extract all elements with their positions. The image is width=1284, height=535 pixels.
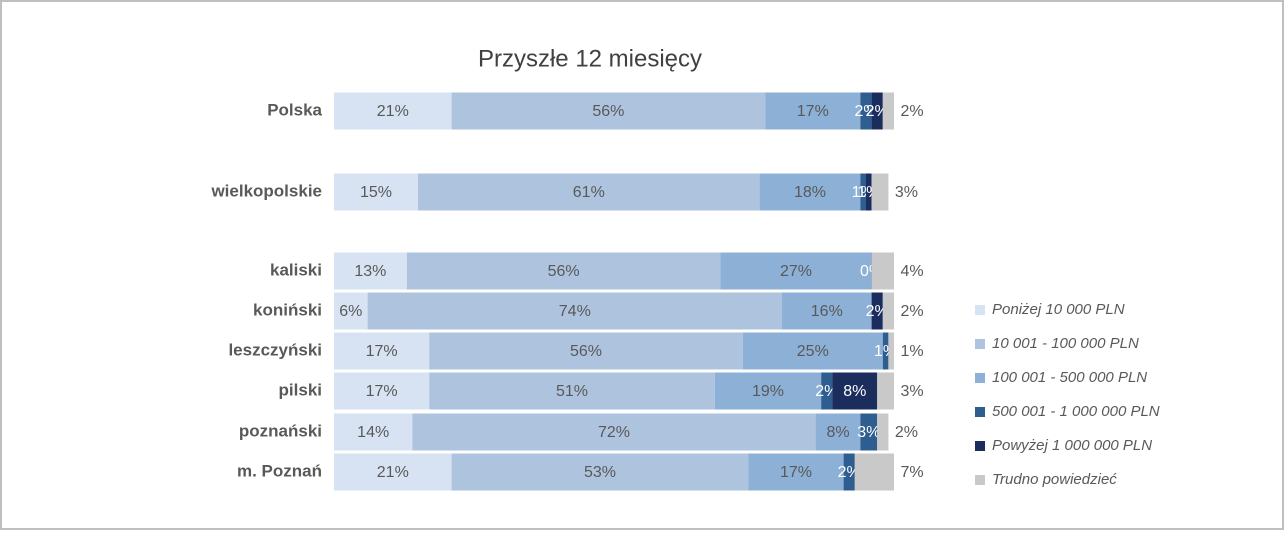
- bar-segment: [429, 332, 743, 370]
- bar-segment: [429, 372, 715, 410]
- value-label: 72%: [598, 424, 630, 441]
- bar-segment: [871, 92, 883, 130]
- value-label: 21%: [377, 103, 409, 120]
- bar-segment: [759, 173, 861, 211]
- bar-segment: [882, 332, 889, 370]
- legend-swatch: [975, 407, 985, 417]
- bar-segment: [334, 292, 368, 330]
- value-label: 13%: [354, 263, 386, 280]
- bar-segment: [748, 453, 844, 491]
- bar-segment: [866, 173, 872, 211]
- legend-label: Poniżej 10 000 PLN: [992, 301, 1125, 318]
- value-label: 7%: [900, 464, 923, 481]
- legend-label: Trudno powiedzieć: [992, 471, 1117, 488]
- bar-segment: [412, 413, 816, 451]
- value-label: 56%: [592, 103, 624, 120]
- value-label: 2%: [900, 303, 923, 320]
- value-label: 56%: [570, 343, 602, 360]
- value-label: 2%: [900, 103, 923, 120]
- bar-segment: [815, 413, 861, 451]
- bar-segment: [720, 252, 872, 290]
- bar-segment: [334, 332, 430, 370]
- bar-segment: [821, 372, 833, 410]
- legend-label: 10 001 - 100 000 PLN: [992, 335, 1139, 352]
- bar-segment: [334, 413, 413, 451]
- legend-swatch: [975, 305, 985, 315]
- chart-title: Przyszłe 12 miesięcy: [478, 45, 702, 72]
- bar-segment: [860, 173, 866, 211]
- bar-segment: [860, 92, 872, 130]
- legend-label: 100 001 - 500 000 PLN: [992, 369, 1147, 386]
- value-label: 16%: [811, 303, 843, 320]
- bar-segment: [334, 372, 430, 410]
- value-label: 56%: [548, 263, 580, 280]
- category-label: koniński: [253, 300, 322, 319]
- bar-segment: [765, 92, 861, 130]
- value-label: 3%: [900, 383, 923, 400]
- bar-segment: [334, 173, 418, 211]
- value-label: 17%: [366, 343, 398, 360]
- bar-segment: [367, 292, 782, 330]
- legend-label: 500 001 - 1 000 000 PLN: [992, 403, 1160, 420]
- value-label: 17%: [780, 464, 812, 481]
- value-label: 21%: [377, 464, 409, 481]
- value-label: 4%: [900, 263, 923, 280]
- value-label: 14%: [357, 424, 389, 441]
- bar-segment: [871, 292, 883, 330]
- value-label: 51%: [556, 383, 588, 400]
- bar-segment: [334, 252, 407, 290]
- value-label: 3%: [895, 184, 918, 201]
- bar-segment: [418, 173, 760, 211]
- value-label: 27%: [780, 263, 812, 280]
- category-label: wielkopolskie: [210, 181, 322, 200]
- value-label: 17%: [366, 383, 398, 400]
- bar-segment: [888, 332, 894, 370]
- value-label: 6%: [339, 303, 362, 320]
- legend-label: Powyżej 1 000 000 PLN: [992, 437, 1152, 454]
- bar-segment: [882, 92, 894, 130]
- value-label: 19%: [752, 383, 784, 400]
- legend-swatch: [975, 339, 985, 349]
- bar-segment: [782, 292, 872, 330]
- value-label: 15%: [360, 184, 392, 201]
- bar-segment: [877, 413, 889, 451]
- value-label: 74%: [559, 303, 591, 320]
- bar-segment: [742, 332, 883, 370]
- bar-segment: [832, 372, 878, 410]
- bar-segment: [854, 453, 894, 491]
- value-label: 3%: [857, 424, 880, 441]
- legend-swatch: [975, 475, 985, 485]
- bar-segment: [451, 453, 749, 491]
- value-label: 2%: [895, 424, 918, 441]
- bar-segment: [871, 173, 889, 211]
- category-label: poznański: [239, 421, 322, 440]
- value-label: 1%: [900, 343, 923, 360]
- category-label: m. Poznań: [237, 461, 322, 480]
- bar-segment: [451, 92, 766, 130]
- bar-segment: [334, 92, 452, 130]
- value-label: 53%: [584, 464, 616, 481]
- value-label: 8%: [826, 424, 849, 441]
- bar-segment: [406, 252, 721, 290]
- value-label: 8%: [843, 383, 866, 400]
- legend-swatch: [975, 373, 985, 383]
- legend-swatch: [975, 441, 985, 451]
- bar-segment: [882, 292, 894, 330]
- bar-segment: [843, 453, 855, 491]
- value-label: 61%: [573, 184, 605, 201]
- bar-segment: [714, 372, 822, 410]
- bar-segment: [860, 413, 878, 451]
- bar-segment: [877, 372, 894, 410]
- bar-segment: [334, 453, 452, 491]
- category-label: pilski: [279, 380, 322, 399]
- value-label: 17%: [797, 103, 829, 120]
- bar-segment: [871, 252, 894, 290]
- value-label: 18%: [794, 184, 826, 201]
- category-label: leszczyński: [228, 340, 322, 359]
- category-label: kaliski: [270, 260, 322, 279]
- category-label: Polska: [267, 100, 322, 119]
- value-label: 25%: [797, 343, 829, 360]
